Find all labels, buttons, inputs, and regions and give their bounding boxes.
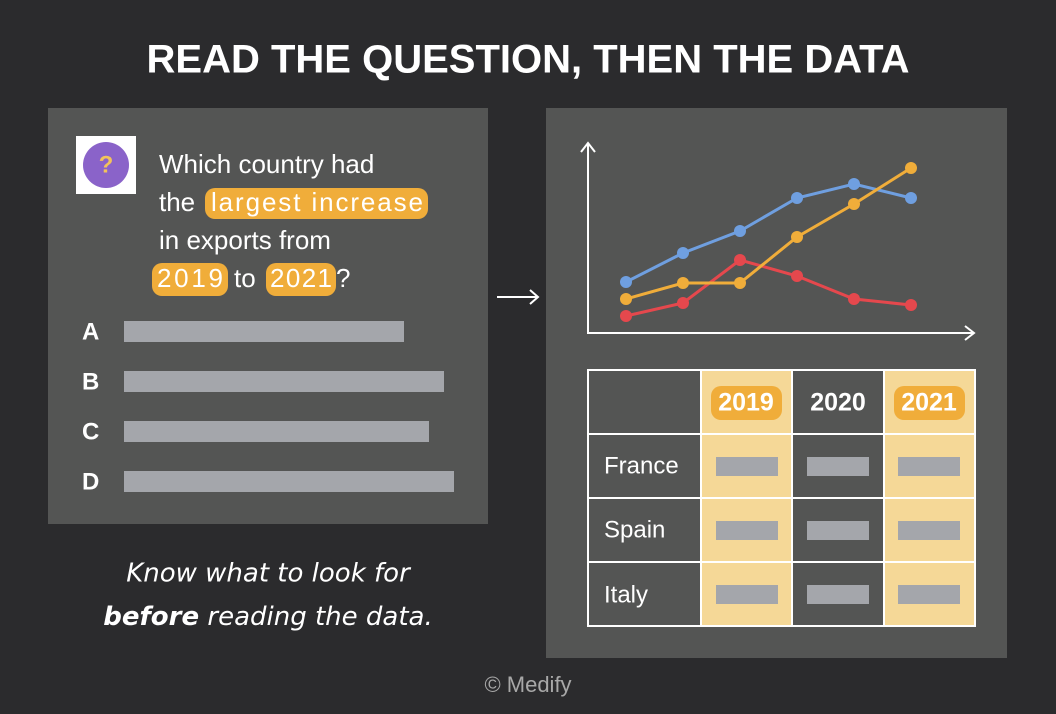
caption-rest: reading the data. [207,602,432,632]
question-highlight: largest increase [211,187,423,217]
highlight [894,386,965,420]
caption: before reading the data. [103,602,433,632]
arrow [497,289,540,305]
option-bar [124,421,429,442]
option-letter: C [82,418,99,445]
footer: © Medify [484,672,571,697]
question-text: Which country had [159,149,374,179]
question-text: ? [336,263,350,293]
caption: Know what to look for [126,559,412,589]
column-header: 2019 [718,389,774,417]
row-label: France [604,452,679,479]
title: READ THE QUESTION, THEN THE DATA [147,38,910,82]
row-label: Italy [604,581,648,608]
highlight [266,263,336,296]
icon-circle [83,142,129,188]
option-letter: D [82,468,99,495]
question-highlight: 2021 [270,263,332,293]
column-header: 2020 [810,389,866,417]
table-grid [587,369,976,627]
illustration-lines [625,166,912,318]
row-label: Spain [604,516,665,543]
question-text: the [159,187,195,217]
option-bar [124,371,444,392]
cell-placeholders [716,457,960,604]
highlight [152,263,228,296]
question-text: to [234,263,256,293]
question-text: in exports from [159,225,331,255]
caption-bold: before [103,602,199,632]
option-bar [124,471,454,492]
chart-axes [580,141,976,341]
highlight [711,386,782,420]
option-letter: B [82,368,99,395]
icon: ? [99,151,114,178]
option-letter: A [82,318,99,345]
highlight [205,188,428,219]
illustration-points [620,162,917,322]
option-bar [124,321,404,342]
column-header: 2021 [901,389,957,417]
